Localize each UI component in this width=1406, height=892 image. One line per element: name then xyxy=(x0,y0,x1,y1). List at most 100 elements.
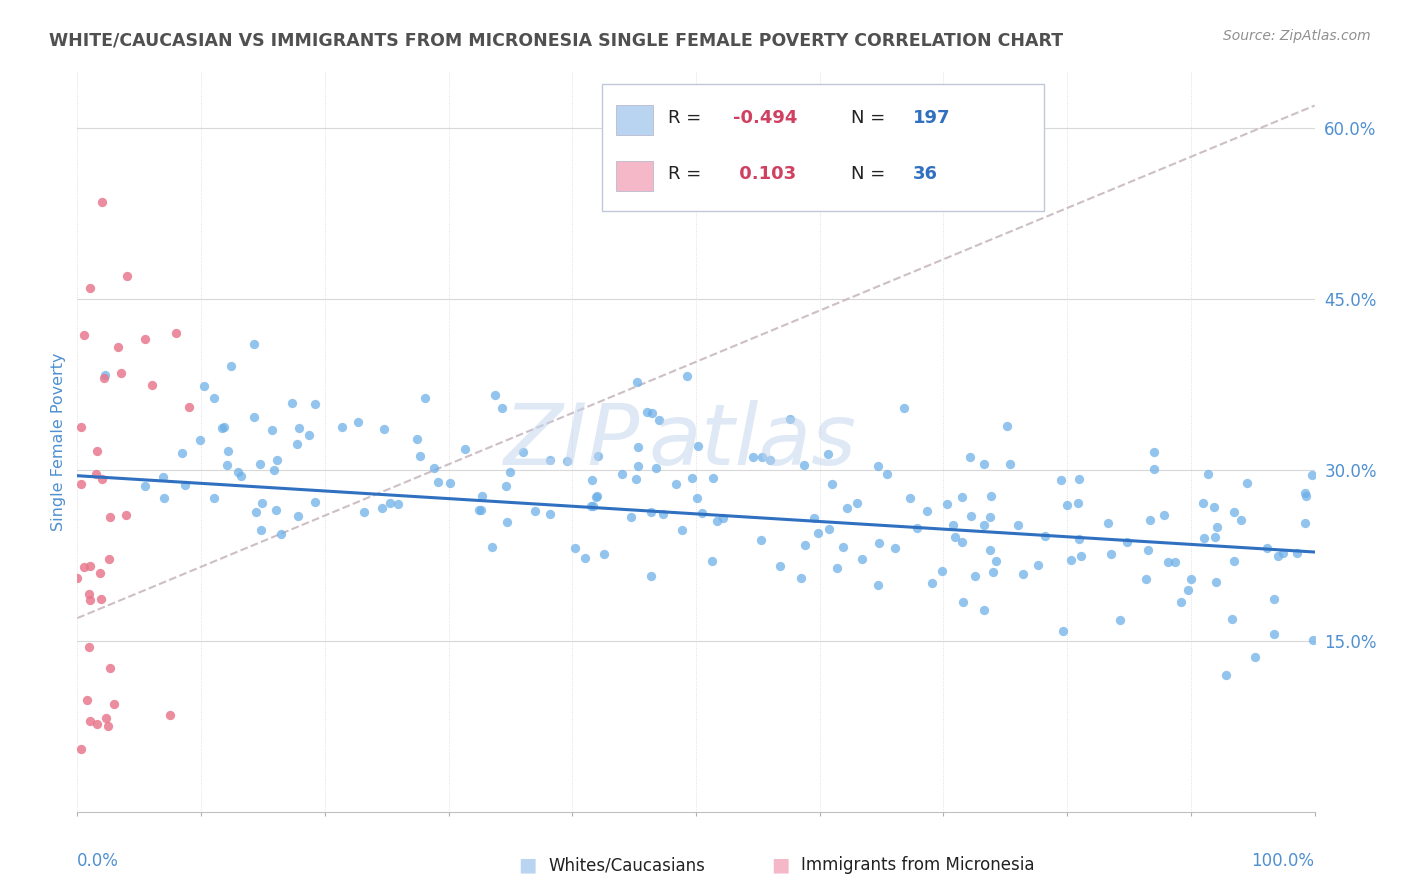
Point xyxy=(1205,574,1227,589)
Point xyxy=(281,396,304,410)
Point xyxy=(70,477,93,491)
Point xyxy=(347,415,370,429)
Text: Whites/Caucasians: Whites/Caucasians xyxy=(548,856,706,874)
Point xyxy=(905,521,928,535)
Point xyxy=(1294,485,1316,500)
Point xyxy=(973,518,995,533)
Point xyxy=(219,359,242,373)
Point xyxy=(769,558,792,573)
Point xyxy=(1070,549,1092,563)
Point xyxy=(943,530,966,544)
FancyBboxPatch shape xyxy=(616,161,652,191)
Point xyxy=(1012,566,1035,581)
Point xyxy=(252,496,274,510)
Point xyxy=(851,552,873,566)
Point xyxy=(626,375,648,389)
Point xyxy=(876,467,898,481)
Point xyxy=(495,479,517,493)
Point xyxy=(817,447,839,461)
Point xyxy=(986,554,1008,568)
Point xyxy=(266,452,288,467)
Point xyxy=(807,525,830,540)
Point xyxy=(93,370,115,384)
Text: R =: R = xyxy=(668,164,700,183)
Point xyxy=(304,495,326,509)
Point xyxy=(484,388,506,402)
Text: -0.494: -0.494 xyxy=(733,109,797,127)
Point xyxy=(330,419,353,434)
Point xyxy=(134,478,156,492)
Point xyxy=(304,397,326,411)
Y-axis label: Single Female Poverty: Single Female Poverty xyxy=(51,352,66,531)
Point xyxy=(1294,516,1316,530)
Point xyxy=(1302,632,1324,647)
Point xyxy=(915,504,938,518)
Point xyxy=(103,697,125,711)
Point xyxy=(202,391,225,405)
Point xyxy=(564,541,586,555)
Point xyxy=(76,693,98,707)
Point xyxy=(627,459,650,474)
Text: R =: R = xyxy=(668,109,700,127)
Point xyxy=(70,420,93,434)
Point xyxy=(741,450,763,465)
Point xyxy=(893,401,915,416)
Point xyxy=(370,500,392,515)
Point xyxy=(790,571,813,585)
Point xyxy=(1143,445,1166,459)
Point xyxy=(931,564,953,578)
Point xyxy=(950,534,973,549)
Point xyxy=(835,501,858,516)
Point xyxy=(935,497,957,511)
Point xyxy=(610,467,633,482)
Point xyxy=(1099,548,1122,562)
Point xyxy=(1202,500,1225,514)
Point xyxy=(373,422,395,436)
Point xyxy=(285,437,308,451)
Point xyxy=(134,332,156,346)
Point xyxy=(524,504,547,518)
Text: Source: ZipAtlas.com: Source: ZipAtlas.com xyxy=(1223,29,1371,43)
Point xyxy=(685,491,707,505)
Point xyxy=(640,505,662,519)
Point xyxy=(159,707,181,722)
Point xyxy=(538,508,561,522)
Point xyxy=(1271,545,1294,559)
Text: 197: 197 xyxy=(912,109,950,127)
Point xyxy=(980,489,1002,503)
Point xyxy=(249,457,271,471)
Point xyxy=(454,442,477,457)
Point xyxy=(1069,532,1091,546)
Point xyxy=(827,560,849,574)
Point xyxy=(751,533,773,548)
Point xyxy=(115,269,138,284)
Point xyxy=(471,489,494,503)
Point xyxy=(1157,555,1180,569)
Point xyxy=(1215,668,1237,682)
Point xyxy=(671,523,693,537)
Point xyxy=(89,566,111,581)
Point xyxy=(97,719,120,733)
Point xyxy=(651,507,673,521)
Point xyxy=(1204,530,1226,544)
Point xyxy=(110,366,132,380)
Point xyxy=(94,711,117,725)
Point xyxy=(79,592,101,607)
Point xyxy=(620,510,643,524)
Point xyxy=(959,509,981,524)
Point xyxy=(66,571,89,585)
Point xyxy=(409,449,432,463)
Point xyxy=(1191,496,1213,510)
Point xyxy=(793,538,815,552)
Point xyxy=(1163,555,1185,569)
Point xyxy=(177,401,200,415)
Point xyxy=(1067,496,1090,510)
Point xyxy=(217,444,239,458)
Point xyxy=(803,511,825,525)
Point xyxy=(94,368,117,383)
Point xyxy=(973,458,995,472)
Point xyxy=(1007,517,1029,532)
Point xyxy=(1180,572,1202,586)
Point xyxy=(1197,467,1219,482)
Point xyxy=(249,524,271,538)
